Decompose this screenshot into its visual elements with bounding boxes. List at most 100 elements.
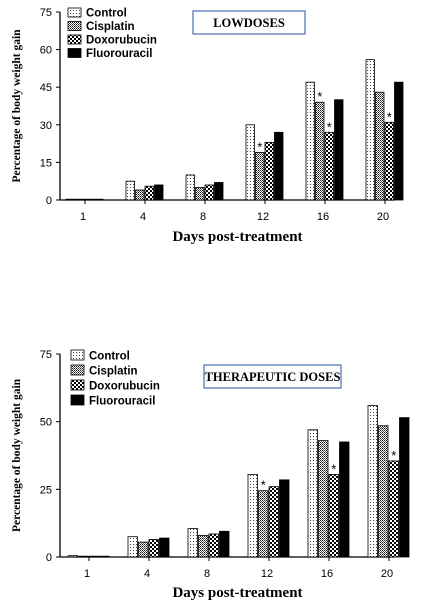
bar-doxorubucin-day-8 [208,533,219,558]
chart-title-box [203,364,342,389]
y-tick-label: 60 [40,45,52,57]
y-tick-label: 75 [40,349,52,361]
y-axis-label: Percentage of body weight gain [11,378,23,532]
y-tick-label: 45 [40,82,52,94]
bar-cisplatin-day-1 [75,198,85,201]
y-tick-label: 0 [46,195,52,207]
legend-label: Doxorubucin [86,35,157,47]
bar-doxorubucin-day-20 [388,460,399,558]
significance-marker: * [257,139,262,154]
significance-marker: * [261,478,266,493]
bar-doxorubucin-day-1 [88,555,99,558]
bar-control-day-12 [247,474,258,558]
bar-doxorubucin-day-8 [204,184,214,201]
legend-label: Cisplatin [89,366,138,378]
bar-control-day-8 [187,528,198,558]
legend-swatch [67,21,82,31]
legend-label: Doxorubucin [89,381,160,393]
bar-doxorubucin-day-4 [144,185,154,201]
bar-cisplatin-day-12 [255,151,265,201]
bar-fluorouracil-day-16 [339,441,350,558]
x-tick-label: 16 [317,211,329,223]
bar-fluorouracil-day-1 [94,198,104,201]
bar-doxorubucin-day-12 [268,486,279,558]
bar-cisplatin-day-12 [258,490,269,558]
legend-swatch [70,394,85,406]
chart-panel-1: 0 15 30 45 60 75 1 4 8 12 16 20 * * * * ControlCisplatin… [11,7,404,245]
chart-title-box [192,10,306,35]
x-tick-label: 8 [200,211,206,223]
bar-fluorouracil-day-4 [159,537,170,558]
legend-swatch [70,364,85,376]
bar-doxorubucin-day-20 [384,121,394,201]
bar-control-day-16 [305,81,315,201]
bar-control-day-4 [125,180,135,201]
x-tick-label: 8 [204,568,210,580]
bar-control-day-12 [245,124,255,201]
legend-swatch [67,48,82,58]
bar-doxorubucin-day-12 [264,141,274,201]
significance-marker: * [391,448,396,463]
legend-swatch [67,7,82,18]
bar-doxorubucin-day-16 [328,474,339,558]
bar-cisplatin-day-1 [78,555,89,558]
bar-cisplatin-day-16 [318,440,329,558]
bar-doxorubucin-day-16 [324,131,334,201]
chart-title: THERAPEUTIC DOSES [205,370,341,384]
bar-cisplatin-day-20 [375,91,385,201]
x-tick-label: 4 [140,211,146,223]
y-tick-label: 0 [46,552,52,564]
bar-cisplatin-day-16 [315,101,325,201]
bar-control-day-1 [67,555,78,558]
chart-panel-2: 0 25 50 75 1 4 8 12 16 20 * * * Control Cisplatin Doxor… [11,349,410,601]
bar-cisplatin-day-8 [198,534,209,558]
bar-control-day-4 [127,536,138,558]
bar-cisplatin-day-4 [138,541,149,558]
x-tick-label: 1 [84,568,90,580]
x-tick-label: 12 [257,211,269,223]
y-tick-label: 15 [40,157,52,169]
bar-fluorouracil-day-20 [394,81,404,201]
bar-fluorouracil-day-12 [274,131,284,201]
bar-cisplatin-day-20 [378,425,389,558]
bar-control-day-20 [367,405,378,558]
bar-fluorouracil-day-12 [279,479,290,558]
y-axis-label: Percentage of body weight gain [11,29,23,183]
bar-doxorubucin-day-4 [148,539,159,558]
bar-fluorouracil-day-4 [154,184,164,201]
significance-marker: * [327,119,332,134]
bar-doxorubucin-day-1 [84,198,94,201]
bar-control-day-8 [185,174,195,201]
y-tick-label: 50 [40,417,52,429]
legend-swatch [67,34,82,45]
x-tick-label: 4 [144,568,150,580]
x-axis-label: Days post-treatment [172,585,302,601]
x-axis-label: Days post-treatment [172,229,302,245]
y-tick-label: 75 [40,7,52,19]
bar-cisplatin-day-4 [135,189,145,201]
legend-swatch [70,349,85,361]
bar-control-day-1 [65,198,75,201]
legend-label: Cisplatin [86,21,135,33]
bar-fluorouracil-day-8 [214,182,224,201]
significance-marker: * [331,461,336,476]
bar-cisplatin-day-8 [195,187,205,201]
chart-title: LOWDOSES [213,16,285,30]
legend-label: Control [89,351,130,363]
bar-control-day-16 [307,429,318,558]
significance-marker: * [387,109,392,124]
bar-fluorouracil-day-1 [99,555,110,558]
legend-label: Control [86,8,127,20]
y-tick-label: 25 [40,484,52,496]
x-tick-label: 20 [381,568,393,580]
bar-control-day-20 [365,59,375,201]
significance-marker: * [317,89,322,104]
bar-fluorouracil-day-8 [219,530,230,558]
y-tick-label: 30 [40,120,52,132]
bar-fluorouracil-day-16 [334,99,344,201]
x-tick-label: 20 [377,211,389,223]
legend-label: Fluorouracil [89,396,155,408]
x-tick-label: 1 [80,211,86,223]
bar-fluorouracil-day-20 [399,417,410,558]
